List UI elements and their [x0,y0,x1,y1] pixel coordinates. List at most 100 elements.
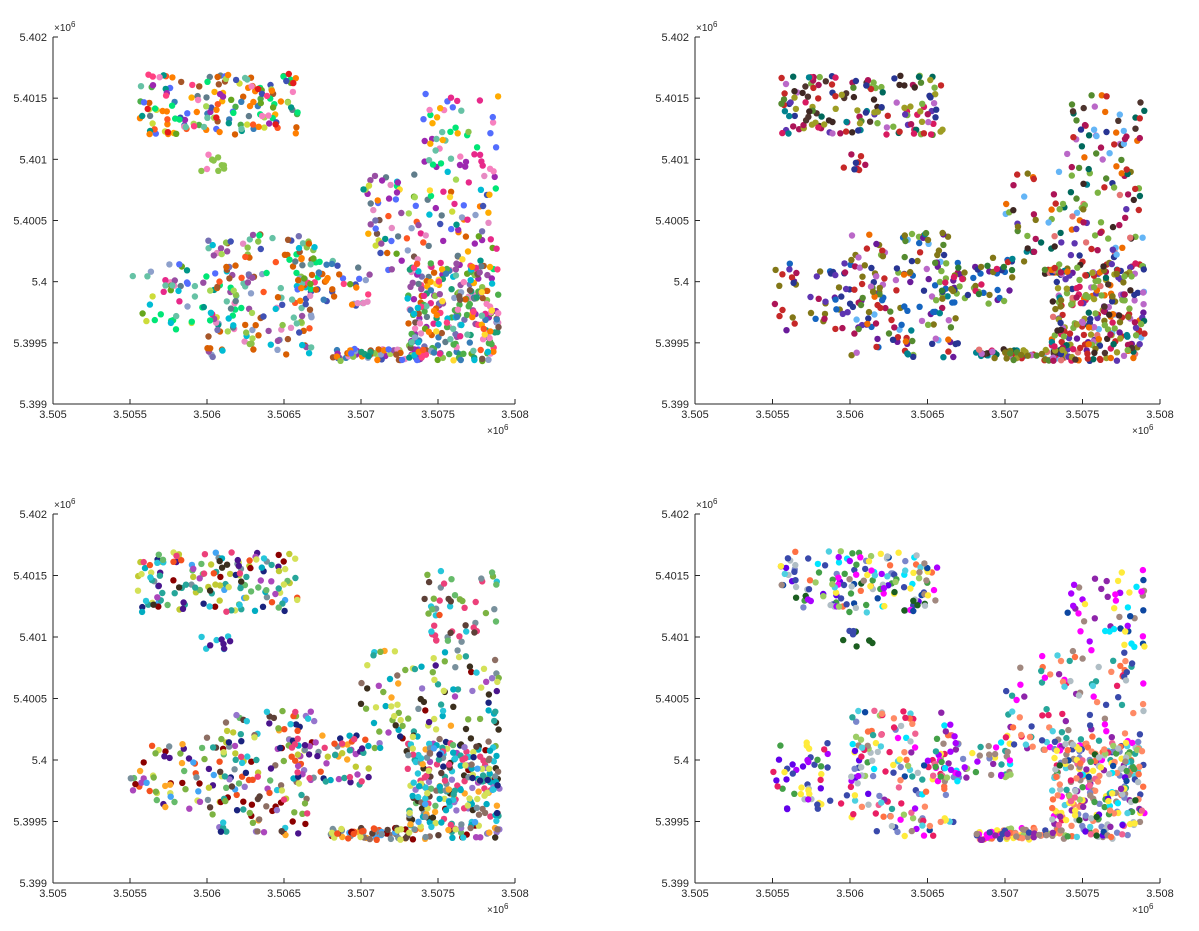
scatter-point [175,287,182,295]
scatter-point [884,573,891,580]
scatter-point [270,714,278,722]
scatter-point [478,684,485,691]
scatter-point [789,761,796,768]
scatter-point [949,299,956,306]
scatter-panel-3: 3.505 3.5055 3.506 3.5065 3.507 3.5075 3.5085.… [13,497,528,916]
scatter-point [275,567,283,575]
scatter-point [1002,349,1009,356]
scatter-point [791,94,798,101]
scatter-point [127,775,134,782]
scatter-point [266,120,273,127]
scatter-point [294,735,301,742]
scatter-point [1088,647,1095,654]
scatter-point [274,337,282,345]
scatter-point [171,277,178,284]
scatter-point [465,179,472,186]
scatter-point [1124,831,1131,839]
scatter-point [473,294,480,301]
scatter-point [166,261,173,268]
scatter-point [307,292,314,299]
scatter-point [339,275,347,282]
scatter-point [280,558,287,565]
scatter-point [238,753,245,760]
scatter-point [486,165,494,172]
scatter-point [488,275,495,282]
scatter-point [486,191,493,198]
scatter-point [1131,291,1138,299]
scatter-point [365,230,372,237]
scatter-point [927,76,934,84]
scatter-point [441,658,448,665]
scatter-point [210,570,217,577]
scatter-point [1088,92,1095,99]
scatter-point [419,761,426,768]
scatter-point [1108,298,1116,305]
scatter-point [189,81,196,89]
scatter-point [1068,301,1075,308]
scatter-point [454,782,461,789]
scatter-point [1130,709,1137,717]
scatter-point [311,244,318,251]
scatter-point [1075,610,1082,617]
x-tick-label: 3.507 [991,888,1019,900]
scatter-point [873,240,880,248]
scatter-point [429,606,436,613]
scatter-point [1137,99,1144,106]
scatter-point [137,83,145,90]
scatter-point [945,336,952,343]
scatter-point [169,282,176,289]
scatter-point [1123,166,1130,173]
scatter-point [1098,585,1105,593]
scatter-point [246,809,253,817]
scatter-point [779,785,786,792]
scatter-point [462,622,469,629]
scatter-point [191,282,199,290]
scatter-point [902,237,909,245]
scatter-point [176,261,183,268]
scatter-point [807,597,814,605]
scatter-point [884,553,891,560]
scatter-point [321,744,328,751]
scatter-point [1018,731,1025,739]
scatter-point [221,773,229,780]
scatter-point [881,602,888,610]
scatter-point [1080,331,1088,339]
scatter-point [773,777,780,784]
scatter-point [284,99,292,106]
scatter-point [449,208,456,215]
scatter-point [821,562,829,569]
scatter-point [790,279,797,287]
scatter-point [200,303,207,311]
scatter-point [904,350,911,357]
scatter-point [485,691,493,698]
scatter-point [246,236,253,243]
scatter-point [1101,715,1109,722]
y-tick-label: 5.399 [661,878,689,890]
scatter-point [993,265,1001,273]
scatter-point [775,756,783,763]
scatter-point [975,290,983,298]
scatter-point [254,828,261,835]
scatter-point [782,80,790,88]
scatter-point [204,78,211,86]
scatter-point [182,786,189,793]
scatter-point [200,123,208,131]
scatter-point [360,186,367,193]
scatter-point [222,797,229,805]
scatter-point [876,284,883,292]
scatter-point [230,322,237,329]
scatter-point [244,121,251,128]
scatter-point [445,786,452,793]
scatter-point [452,272,460,279]
scatter-point [427,111,434,119]
scatter-point [234,556,241,564]
scatter-point [1066,657,1073,665]
scatter-point [230,287,237,294]
scatter-point [223,828,230,835]
scatter-point [476,715,484,723]
scatter-point [1067,777,1075,784]
scatter-point [263,587,270,594]
scatter-point [482,316,489,323]
scatter-point [146,99,153,107]
scatter-point [871,707,878,714]
